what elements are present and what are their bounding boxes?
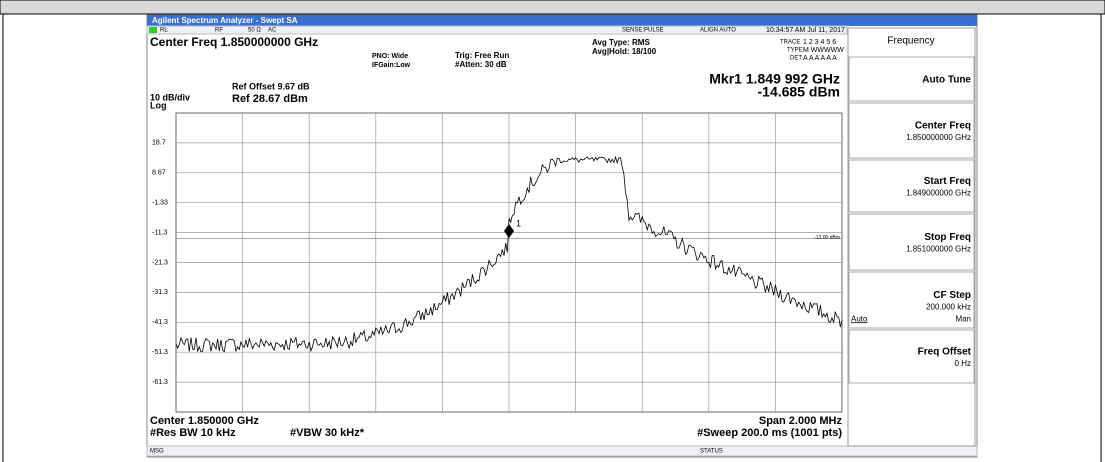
header-bar bbox=[0, 0, 1105, 15]
scale-mode: Log bbox=[150, 100, 167, 110]
y-label: -1.33 bbox=[152, 200, 168, 207]
softkey[interactable] bbox=[848, 213, 975, 271]
softkey-label: Stop Freq bbox=[924, 232, 971, 243]
footer-vbw: #VBW 30 kHz* bbox=[290, 427, 365, 439]
status-status: STATUS bbox=[700, 449, 723, 455]
avg-type: Avg Type: RMS bbox=[592, 38, 650, 47]
softkey-option: Man bbox=[955, 314, 971, 323]
status: RF bbox=[215, 28, 223, 34]
trace-label: TRACE bbox=[780, 40, 800, 46]
softkey-value: 200.000 kHz bbox=[926, 302, 971, 311]
softkey[interactable] bbox=[848, 56, 975, 102]
softkey-value: 1.851000000 GHz bbox=[906, 244, 971, 253]
softkey[interactable] bbox=[848, 329, 975, 384]
menu-title: Frequency bbox=[887, 36, 934, 47]
softkey-value: 1.850000000 GHz bbox=[906, 133, 971, 142]
status: ALIGN AUTO bbox=[700, 28, 736, 34]
ref-level: Ref 28.67 dBm bbox=[232, 93, 308, 105]
trace bbox=[175, 155, 843, 353]
atten: #Atten: 30 dB bbox=[455, 60, 507, 69]
analyzer-screen: Agilent Spectrum Analyzer - Swept SA RL … bbox=[146, 14, 978, 458]
softkey-option: Auto bbox=[851, 314, 868, 323]
avg-hold: Avg|Hold: 18/100 bbox=[592, 47, 657, 56]
window-title: Agilent Spectrum Analyzer - Swept SA bbox=[152, 16, 298, 25]
det-label: DET bbox=[790, 56, 802, 62]
marker-value: -14.685 dBm bbox=[758, 84, 840, 100]
ref-offset: Ref Offset 9.67 dB bbox=[232, 81, 310, 91]
marker-id: 1 bbox=[516, 218, 521, 228]
scale: 10 dB/div bbox=[150, 92, 190, 102]
y-label: -51.3 bbox=[152, 349, 168, 356]
y-label: -61.3 bbox=[152, 379, 168, 386]
y-label: -41.3 bbox=[152, 319, 168, 326]
status: 50 Ω bbox=[248, 28, 261, 34]
center-freq: Center Freq 1.850000000 GHz bbox=[150, 35, 318, 49]
trig: Trig: Free Run bbox=[455, 51, 509, 60]
indicator bbox=[149, 27, 157, 33]
y-label: 8.67 bbox=[152, 170, 166, 177]
softkey-label: Center Freq bbox=[915, 120, 971, 131]
status: AC bbox=[268, 28, 277, 34]
softkey-label: Auto Tune bbox=[922, 75, 971, 86]
status-row bbox=[146, 25, 848, 35]
display-line-label: -13.00 dBm bbox=[814, 235, 840, 241]
softkey-label: Start Freq bbox=[924, 176, 971, 187]
status-msg: MSG bbox=[150, 449, 164, 455]
status: 10:34:57 AM Jul 11, 2017 bbox=[766, 27, 845, 34]
pno: PNO: Wide bbox=[372, 53, 408, 60]
y-label: -31.3 bbox=[152, 289, 168, 296]
graph: 18.7 8.67 -1.33 -11.3 -21.3 -31.3 -41.3 -51.3 -6… bbox=[152, 112, 843, 413]
trace-values: 1 2 3 4 5 6 bbox=[803, 39, 836, 46]
status: RL bbox=[160, 28, 168, 34]
status-bar bbox=[146, 445, 978, 457]
y-label: 18.7 bbox=[152, 140, 166, 147]
footer-rbw: #Res BW 10 kHz bbox=[150, 427, 236, 439]
marker-freq: Mkr1 1.849 992 GHz bbox=[709, 71, 840, 87]
softkey-label: CF Step bbox=[933, 290, 971, 301]
footer-span: Span 2.000 MHz bbox=[759, 415, 843, 427]
softkey[interactable] bbox=[848, 102, 975, 159]
type-values: M WWWWW bbox=[803, 47, 844, 54]
softkey[interactable] bbox=[848, 271, 975, 329]
type-label: TYPE bbox=[787, 48, 803, 54]
softkey[interactable] bbox=[848, 159, 975, 213]
title-bar bbox=[147, 15, 977, 26]
status: SENSE:PULSE bbox=[622, 28, 664, 34]
ifgain: IFGain:Low bbox=[372, 62, 411, 69]
softkey-label: Freq Offset bbox=[918, 347, 972, 358]
footer-center: Center 1.850000 GHz bbox=[150, 415, 259, 427]
marker bbox=[504, 224, 514, 238]
softkey-menu: Frequency Auto Tune Center Freq 1.85000000… bbox=[847, 27, 976, 447]
footer-sweep: #Sweep 200.0 ms (1001 pts) bbox=[697, 427, 842, 439]
y-label: -21.3 bbox=[152, 259, 168, 266]
det-values: A A A A A A bbox=[803, 55, 837, 62]
y-label: -11.3 bbox=[152, 229, 168, 236]
softkey-value: 1.849000000 GHz bbox=[906, 189, 971, 198]
softkey-value: 0 Hz bbox=[955, 359, 971, 368]
